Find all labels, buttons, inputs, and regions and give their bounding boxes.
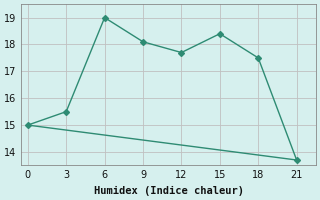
X-axis label: Humidex (Indice chaleur): Humidex (Indice chaleur) xyxy=(94,186,244,196)
